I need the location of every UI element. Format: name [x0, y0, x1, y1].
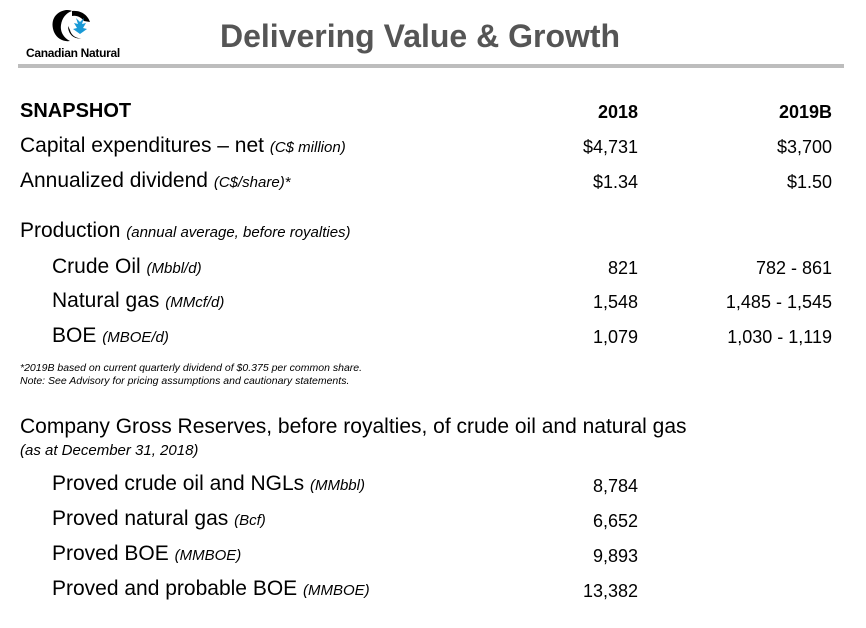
company-logo: Canadian Natural — [18, 8, 138, 60]
col-2019b-header: 2019B — [778, 102, 832, 122]
table-row: Annualized dividend (C$/share)* $1.34 $1… — [0, 169, 866, 199]
row-unit: (MMcf/d) — [165, 294, 225, 311]
logo-text: Canadian Natural — [26, 46, 120, 60]
table-row: Proved and probable BOE (MMBOE) 13,382 — [0, 577, 866, 607]
page-title: Delivering Value & Growth — [220, 18, 621, 54]
table-row: Capital expenditures – net (C$ million) … — [0, 134, 866, 164]
reserves-heading: Company Gross Reserves, before royalties… — [20, 415, 687, 438]
row-unit: (MMbbl) — [309, 477, 365, 494]
table-row: Proved natural gas (Bcf) 6,652 — [0, 507, 866, 537]
snapshot-heading: SNAPSHOT — [20, 100, 132, 122]
snapshot-header-row: SNAPSHOT 2018 2019B — [0, 100, 866, 130]
title-divider — [18, 64, 844, 68]
production-unit: (annual average, before royalties) — [126, 224, 351, 241]
row-unit: (MMBOE) — [303, 582, 370, 599]
table-row: Crude Oil (Mbbl/d) 821 782 - 861 — [0, 255, 866, 285]
reserve-value: 6,652 — [592, 511, 638, 531]
table-row: Natural gas (MMcf/d) 1,548 1,485 - 1,545 — [0, 289, 866, 319]
value-2019b: 1,485 - 1,545 — [725, 292, 832, 312]
row-unit: (Bcf) — [234, 512, 266, 529]
reserve-value: 8,784 — [592, 476, 638, 496]
footnote-dividend: *2019B based on current quarterly divide… — [20, 362, 363, 374]
row-label: Proved BOE (MMBOE) — [52, 542, 242, 565]
production-heading-row: Production (annual average, before royal… — [0, 219, 866, 249]
row-unit: (Mbbl/d) — [146, 260, 202, 277]
row-label: Crude Oil (Mbbl/d) — [52, 255, 202, 278]
reserve-value: 9,893 — [592, 546, 638, 566]
row-unit: (C$ million) — [269, 139, 346, 156]
value-2018: 1,548 — [592, 292, 638, 312]
row-label: Natural gas (MMcf/d) — [52, 289, 225, 312]
value-2018: $1.34 — [592, 172, 638, 192]
row-label: Annualized dividend (C$/share)* — [20, 169, 291, 192]
row-unit: (MBOE/d) — [102, 329, 169, 346]
footnote-advisory: Note: See Advisory for pricing assumptio… — [20, 375, 350, 387]
value-2019b: 1,030 - 1,119 — [727, 327, 832, 347]
row-unit: (MMBOE) — [174, 547, 242, 564]
row-unit: (C$/share)* — [213, 174, 291, 191]
value-2018: $4,731 — [582, 137, 638, 157]
row-label: BOE (MBOE/d) — [52, 324, 169, 347]
row-label: Capital expenditures – net (C$ million) — [20, 134, 346, 157]
row-label: Proved crude oil and NGLs (MMbbl) — [52, 472, 365, 495]
value-2018: 821 — [607, 258, 638, 278]
table-row: BOE (MBOE/d) 1,079 1,030 - 1,119 — [0, 324, 866, 354]
maple-leaf-logo-icon — [52, 10, 90, 42]
value-2019b: $3,700 — [776, 137, 832, 157]
reserves-subheading: (as at December 31, 2018) — [20, 442, 199, 459]
row-label: Proved and probable BOE (MMBOE) — [52, 577, 370, 600]
reserve-value: 13,382 — [582, 581, 638, 601]
row-label: Proved natural gas (Bcf) — [52, 507, 266, 530]
table-row: Proved crude oil and NGLs (MMbbl) 8,784 — [0, 472, 866, 502]
value-2019b: 782 - 861 — [755, 258, 832, 278]
col-2018-header: 2018 — [597, 102, 638, 122]
production-label: Production (annual average, before royal… — [20, 219, 351, 242]
value-2018: 1,079 — [592, 327, 638, 347]
table-row: Proved BOE (MMBOE) 9,893 — [0, 542, 866, 572]
value-2019b: $1.50 — [786, 172, 832, 192]
